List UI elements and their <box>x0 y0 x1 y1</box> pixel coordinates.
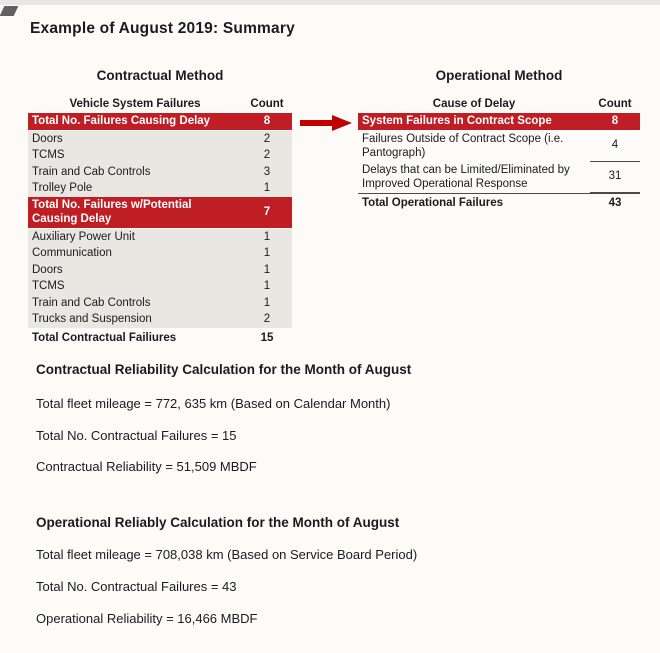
row-label: Doors <box>32 132 63 145</box>
operational-method-heading: Operational Method <box>435 68 563 83</box>
row-count: 1 <box>263 280 271 292</box>
column-header-label: Vehicle System Failures <box>69 98 201 110</box>
row-count: 1 <box>263 182 271 194</box>
table-row: Delays that can be Limited/Eliminated by… <box>358 162 640 193</box>
contractual-calc-line-mileage: Total fleet mileage = 772, 635 km (Based… <box>36 396 391 411</box>
scan-artifact-mark <box>0 6 19 16</box>
total-label: Total Operational Failures <box>362 196 504 209</box>
table-row: Trolley Pole 1 <box>28 180 292 197</box>
row-label: Total No. Failures Causing Delay <box>32 115 211 127</box>
table-row: Doors 1 <box>28 261 292 278</box>
row-count: 1 <box>263 247 271 259</box>
row-count: 2 <box>263 149 271 161</box>
row-count: 2 <box>263 132 271 145</box>
row-count: 7 <box>263 205 271 218</box>
row-count: 31 <box>590 162 640 193</box>
row-count: 4 <box>590 131 640 162</box>
table-header-row: Cause of Delay Count <box>358 96 640 112</box>
table-row: Auxiliary Power Unit 1 <box>28 228 292 245</box>
contractual-calc-line-failures: Total No. Contractual Failures = 15 <box>36 428 237 443</box>
total-count: 43 <box>608 196 622 209</box>
page-title: Example of August 2019: Summary <box>30 20 295 37</box>
row-count: 8 <box>263 115 271 127</box>
row-label: Doors <box>32 263 63 276</box>
row-label: Auxiliary Power Unit <box>32 230 135 243</box>
table-row: Communication 1 <box>28 245 292 262</box>
table-row: Doors 2 <box>28 130 292 147</box>
table-row: Train and Cab Controls 3 <box>28 163 292 180</box>
row-count: 1 <box>263 263 271 276</box>
row-count: 2 <box>263 313 271 325</box>
row-label: TCMS <box>32 149 65 161</box>
table-row: TCMS 1 <box>28 278 292 295</box>
table-row: Trucks and Suspension 2 <box>28 311 292 328</box>
row-label: Communication <box>32 247 112 259</box>
operational-calc-line-failures: Total No. Contractual Failures = 43 <box>36 579 237 594</box>
operational-table: Cause of Delay Count System Failures in … <box>358 96 640 211</box>
table-row: System Failures in Contract Scope 8 <box>358 113 640 131</box>
table-header-row: Vehicle System Failures Count <box>28 96 292 112</box>
row-label: TCMS <box>32 280 65 292</box>
scan-artifact-strip <box>0 0 660 5</box>
row-label: Failures Outside of Contract Scope (i.e.… <box>362 132 564 160</box>
row-label: Trucks and Suspension <box>32 313 152 325</box>
operational-calc-line-mileage: Total fleet mileage = 708,038 km (Based … <box>36 547 418 562</box>
arrow-right-svg <box>300 115 352 131</box>
total-label: Total Contractual Failiures <box>32 331 177 344</box>
column-header-label: Cause of Delay <box>432 98 516 110</box>
row-count: 8 <box>611 115 619 127</box>
contractual-calc-line-reliability: Contractual Reliability = 51,509 MBDF <box>36 459 257 474</box>
row-count: 1 <box>263 296 271 309</box>
contractual-method-heading: Contractual Method <box>96 68 224 83</box>
arrow-right-icon <box>300 114 352 132</box>
row-label: Train and Cab Controls <box>32 296 151 309</box>
table-row: Failures Outside of Contract Scope (i.e.… <box>358 131 640 162</box>
column-header-count: Count <box>250 98 284 110</box>
row-label: Trolley Pole <box>32 182 93 194</box>
operational-calc-line-reliability: Operational Reliability = 16,466 MBDF <box>36 611 258 626</box>
table-row: Total No. Failures Causing Delay 8 <box>28 113 292 131</box>
column-header-count: Count <box>598 98 632 110</box>
row-label: Train and Cab Controls <box>32 165 151 178</box>
row-label: Total No. Failures w/Potential Causing D… <box>32 198 192 226</box>
table-row: Train and Cab Controls 1 <box>28 294 292 311</box>
row-count: 1 <box>263 230 271 243</box>
row-label: Delays that can be Limited/Eliminated by… <box>362 163 570 191</box>
row-label: System Failures in Contract Scope <box>362 115 552 127</box>
contractual-table: Vehicle System Failures Count Total No. … <box>28 96 292 346</box>
contractual-calc-heading: Contractual Reliability Calculation for … <box>36 362 412 377</box>
operational-calc-heading: Operational Reliably Calculation for the… <box>36 515 400 530</box>
table-total-row: Total Operational Failures 43 <box>358 192 640 212</box>
table-total-row: Total Contractual Failiures 15 <box>28 330 292 347</box>
table-row: Total No. Failures w/Potential Causing D… <box>28 196 292 229</box>
total-count: 15 <box>260 331 274 344</box>
row-count: 3 <box>263 165 271 178</box>
table-row: TCMS 2 <box>28 147 292 164</box>
